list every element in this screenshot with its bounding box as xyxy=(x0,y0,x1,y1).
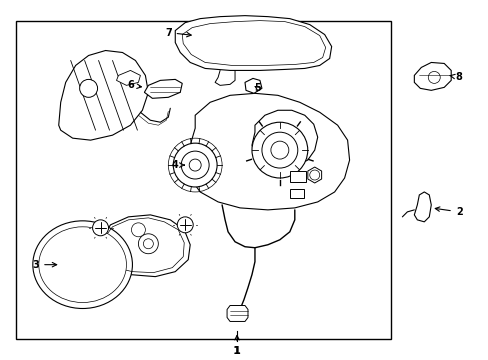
Circle shape xyxy=(131,223,145,237)
Polygon shape xyxy=(144,80,182,98)
Text: 5: 5 xyxy=(254,84,261,93)
Bar xyxy=(289,189,303,198)
Bar xyxy=(289,171,305,182)
Polygon shape xyxy=(116,71,140,85)
Circle shape xyxy=(270,141,288,159)
Circle shape xyxy=(177,217,193,233)
Text: 2: 2 xyxy=(434,207,462,217)
Polygon shape xyxy=(251,110,317,168)
Circle shape xyxy=(138,234,158,254)
Text: 7: 7 xyxy=(164,28,191,37)
Polygon shape xyxy=(99,215,190,276)
Ellipse shape xyxy=(33,221,132,309)
Circle shape xyxy=(251,122,307,178)
Circle shape xyxy=(427,71,439,84)
Polygon shape xyxy=(413,62,450,90)
Text: 8: 8 xyxy=(449,72,462,82)
Text: 4: 4 xyxy=(172,160,184,170)
Text: 1: 1 xyxy=(233,336,240,356)
Circle shape xyxy=(189,159,201,171)
Circle shape xyxy=(143,239,153,249)
Circle shape xyxy=(173,143,217,187)
Circle shape xyxy=(309,170,319,180)
Ellipse shape xyxy=(39,227,126,302)
Polygon shape xyxy=(188,93,349,210)
Circle shape xyxy=(181,151,209,179)
Bar xyxy=(16,21,390,339)
Circle shape xyxy=(92,220,108,236)
Text: 1: 1 xyxy=(233,346,241,356)
Polygon shape xyxy=(226,306,247,321)
Polygon shape xyxy=(413,192,430,222)
Polygon shape xyxy=(307,167,321,183)
Circle shape xyxy=(262,132,297,168)
Text: 3: 3 xyxy=(32,260,57,270)
Circle shape xyxy=(80,80,98,97)
Polygon shape xyxy=(175,15,331,71)
Text: 6: 6 xyxy=(127,80,141,90)
Polygon shape xyxy=(59,50,148,140)
Polygon shape xyxy=(244,78,262,93)
